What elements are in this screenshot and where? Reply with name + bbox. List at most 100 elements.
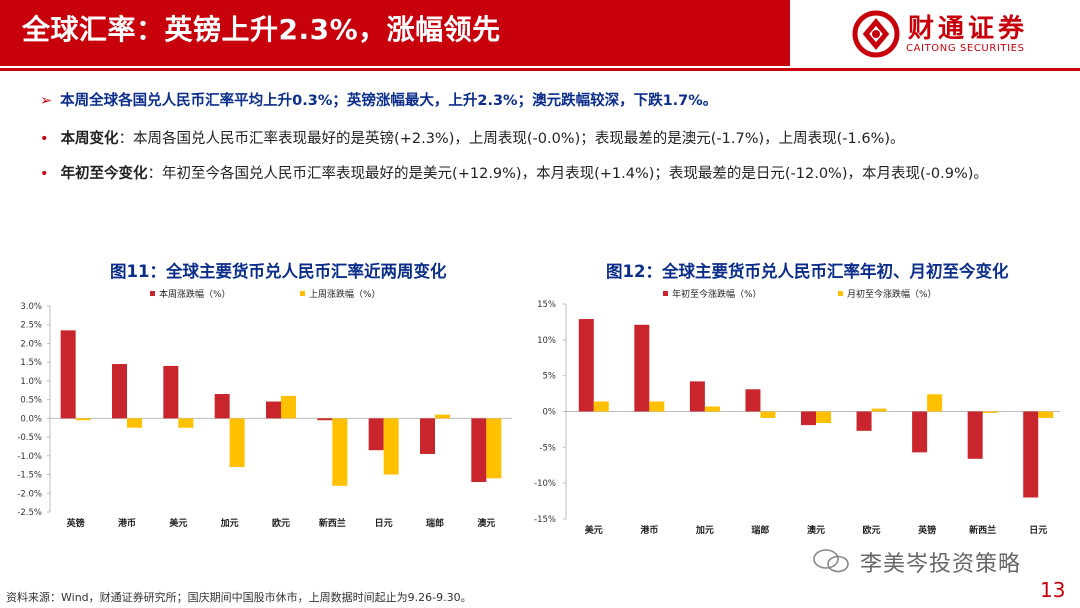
legend-label-mtd: 月初至今涨跌幅（%） [847, 288, 937, 300]
bar-secondary-6 [383, 418, 399, 475]
y-tick-label: 2.0% [20, 339, 42, 349]
y-tick-label: -2.0% [17, 489, 42, 499]
weekly-change-bullet: • 本周变化：本周各国兑人民币汇率表现最好的是英镑(+2.3%)，上周表现(-0.… [40, 127, 905, 148]
ytd-change-label: 年初至今变化 [60, 166, 148, 182]
bar-secondary-5 [332, 418, 348, 486]
page-title: 全球汇率：英镑上升2.3%，涨幅领先 [22, 13, 501, 46]
x-tick-label: 日元 [1029, 525, 1047, 536]
x-tick-label: 港币 [118, 517, 136, 529]
bar-primary-7 [420, 418, 435, 454]
arrow-bullet-icon: ➢ [40, 93, 53, 109]
y-tick-label: -0.5% [17, 433, 42, 443]
x-tick-label: 瑞郎 [426, 517, 444, 529]
x-tick-label: 港币 [640, 524, 658, 536]
bar-secondary-3 [229, 418, 245, 468]
legend-swatch-ytd [663, 291, 668, 296]
bar-secondary-4 [281, 395, 296, 419]
header-bar: 全球汇率：英镑上升2.3%，涨幅领先 财通证券 CAITONG SECURITI… [0, 0, 1080, 76]
y-tick-label: 3.0% [20, 302, 42, 312]
bar-primary-2 [689, 381, 705, 412]
source-note: 资料来源：Wind，财通证券研究所；国庆期间中国股市休市，上周数据时间起止为9.… [6, 591, 472, 604]
chart-11-legend: 本周涨跌幅（%） 上周涨跌幅（%） [150, 288, 381, 300]
legend-label-ytd: 年初至今涨跌幅（%） [672, 288, 762, 300]
bar-primary-3 [745, 389, 761, 412]
y-tick-label: 1.5% [20, 358, 42, 368]
y-tick-label: -15% [534, 515, 556, 525]
y-tick-label: 1.0% [20, 377, 42, 387]
x-tick-label: 新西兰 [969, 524, 996, 536]
y-tick-label: -1.0% [17, 452, 42, 462]
y-tick-label: 0.5% [20, 396, 42, 406]
bar-primary-8 [471, 418, 487, 483]
bar-primary-4 [266, 401, 281, 419]
weekly-change-text: ：本周各国兑人民币汇率表现最好的是英镑(+2.3%)，上周表现(-0.0%)；表… [118, 131, 905, 147]
x-tick-label: 加元 [695, 524, 714, 536]
bar-secondary-1 [649, 401, 665, 412]
wechat-icon [813, 549, 849, 573]
bar-primary-2 [163, 365, 179, 419]
header-red-band [0, 0, 860, 66]
x-tick-label: 美元 [585, 524, 603, 536]
bar-primary-3 [214, 394, 230, 419]
chart-11-title: 图11：全球主要货币兑人民币汇率近两周变化 [110, 262, 447, 281]
bar-primary-4 [801, 411, 816, 426]
page-number: 13 [1040, 578, 1066, 602]
chart-12: 年初至今涨跌幅（%） 月初至今涨跌幅（%） 15% 10% 5% 0% -5% -10% -… [534, 288, 1060, 536]
bar-primary-1 [112, 364, 127, 419]
legend-label-last-week: 上周涨跌幅（%） [309, 288, 381, 300]
legend-swatch-last-week [300, 291, 305, 296]
dot-bullet-icon: • [40, 131, 49, 147]
bar-primary-5 [856, 411, 872, 431]
logo-english-name: CAITONG SECURITIES [906, 43, 1025, 54]
bar-primary-8 [1023, 411, 1039, 498]
bar-primary-6 [912, 411, 928, 453]
header-logo-area [790, 0, 1080, 66]
bar-primary-0 [578, 319, 594, 412]
x-tick-label: 英镑 [66, 517, 85, 529]
bar-secondary-8 [486, 418, 502, 479]
x-tick-label: 英镑 [917, 524, 936, 536]
y-tick-label: -5% [539, 443, 556, 453]
bar-primary-5 [317, 418, 333, 421]
x-tick-label: 日元 [375, 518, 393, 529]
legend-label-this-week: 本周涨跌幅（%） [159, 288, 231, 300]
logo-chinese-name: 财通证券 [908, 14, 1029, 44]
chart-12-legend: 年初至今涨跌幅（%） 月初至今涨跌幅（%） [663, 288, 937, 300]
company-logo: 财通证券 CAITONG SECURITIES [852, 8, 1052, 62]
y-tick-label: -2.5% [17, 508, 42, 518]
bar-primary-1 [634, 324, 650, 412]
bar-secondary-7 [982, 411, 998, 413]
summary-bullet: ➢ 本周全球各国兑人民币汇率平均上升0.3%；英镑涨幅最大，上升2.3%；澳元跌幅… [40, 89, 717, 110]
bar-secondary-2 [178, 418, 194, 428]
chart-12-title: 图12：全球主要货币兑人民币汇率年初、月初至今变化 [606, 262, 1009, 281]
bar-secondary-3 [760, 411, 776, 418]
header-divider [0, 68, 1080, 71]
bar-secondary-4 [816, 411, 831, 423]
bar-secondary-0 [75, 418, 91, 421]
x-tick-label: 澳元 [807, 524, 825, 536]
ytd-change-bullet: • 年初至今变化：年初至今各国兑人民币汇率表现最好的是美元(+12.9%)，本月表… [40, 162, 988, 183]
bar-secondary-5 [871, 408, 887, 412]
bar-primary-6 [368, 418, 384, 451]
x-tick-label: 瑞郎 [751, 524, 769, 536]
y-tick-label: -1.5% [17, 471, 42, 481]
weekly-change-label: 本周变化 [60, 131, 119, 147]
x-tick-label: 欧元 [272, 517, 290, 529]
x-tick-label: 加元 [220, 517, 239, 529]
summary-text: 本周全球各国兑人民币汇率平均上升0.3%；英镑涨幅最大，上升2.3%；澳元跌幅较… [60, 93, 718, 109]
x-tick-label: 欧元 [863, 524, 881, 536]
chart-11: 本周涨跌幅（%） 上周涨跌幅（%） 3.0% 2.5% 2.0% 1.5% 1.0% 0.… [17, 288, 512, 529]
watermark-text: 李美岑投资策略 [860, 552, 1022, 577]
x-tick-label: 新西兰 [319, 517, 346, 529]
bar-secondary-8 [1038, 411, 1054, 418]
legend-swatch-this-week [150, 291, 155, 296]
y-tick-label: 2.5% [20, 321, 42, 331]
bar-primary-0 [60, 330, 76, 419]
bar-secondary-7 [435, 414, 450, 419]
x-tick-label: 澳元 [477, 517, 495, 529]
dot-bullet-icon: • [40, 166, 49, 182]
bar-secondary-0 [593, 401, 609, 412]
bar-primary-7 [967, 411, 983, 459]
y-tick-label: 0% [543, 408, 557, 418]
y-tick-label: 15% [537, 300, 556, 310]
